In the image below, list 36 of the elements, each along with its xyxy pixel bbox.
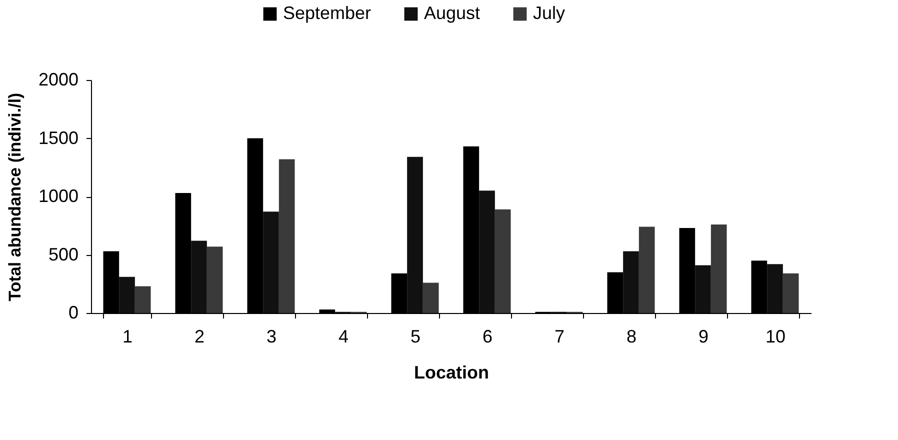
y-tick-label: 1000: [38, 186, 78, 206]
bar: [710, 224, 727, 313]
bar: [782, 273, 799, 313]
bar: [638, 226, 655, 313]
bar: [494, 209, 511, 313]
bar: [767, 264, 783, 313]
bar: [695, 265, 711, 313]
x-tick-label: 6: [482, 326, 493, 346]
bar: [191, 240, 207, 313]
x-tick-label: 2: [194, 326, 205, 346]
bar: [263, 212, 279, 313]
bar: [206, 246, 223, 313]
x-axis-title: Location: [414, 362, 489, 382]
bar: [479, 190, 495, 313]
legend-label: July: [533, 3, 566, 23]
x-tick-label: 8: [626, 326, 637, 346]
bar: [407, 156, 423, 313]
x-tick-label: 3: [266, 326, 277, 346]
bar: [278, 159, 295, 313]
legend-label: August: [424, 3, 480, 23]
y-axis-title: Total abundance (indivi./l): [5, 92, 24, 302]
x-tick-label: 7: [554, 326, 565, 346]
bar: [119, 276, 135, 313]
y-tick-label: 0: [68, 302, 78, 322]
y-tick-label: 500: [48, 244, 78, 264]
bar: [422, 282, 439, 313]
y-tick-label: 1500: [38, 128, 78, 148]
y-tick-label: 2000: [38, 70, 78, 90]
x-tick-label: 4: [338, 326, 349, 346]
bar: [623, 251, 639, 313]
bar: [134, 286, 151, 313]
x-tick-label: 5: [410, 326, 421, 346]
x-tick-label: 10: [765, 326, 786, 346]
legend-label: September: [283, 3, 372, 23]
x-tick-label: 1: [122, 326, 133, 346]
x-tick-label: 9: [698, 326, 709, 346]
